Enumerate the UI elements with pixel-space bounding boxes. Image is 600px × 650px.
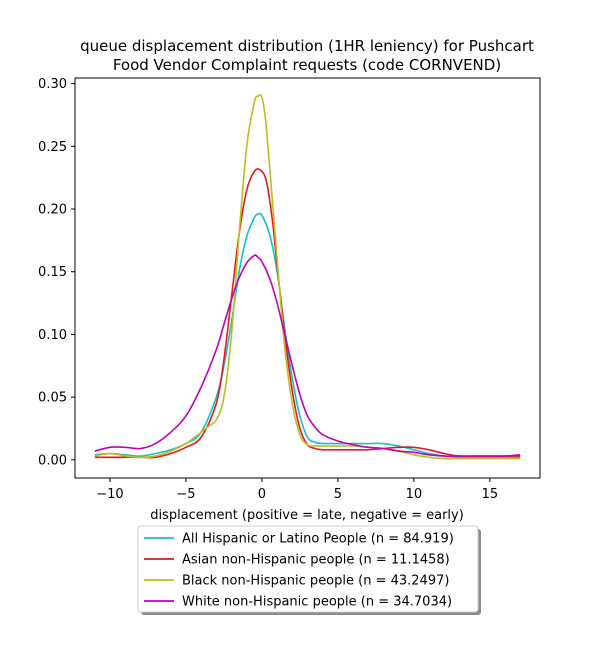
series-line-3 (94, 254, 521, 457)
y-tick-label: 0.30 (38, 77, 67, 92)
y-tick-label: 0.05 (38, 391, 67, 406)
series-layer (94, 94, 521, 460)
y-tick-label: 0.20 (38, 203, 67, 218)
plot-frame (74, 77, 541, 479)
series-line-0 (94, 212, 521, 459)
y-tick-label: 0.00 (38, 453, 67, 468)
x-tick-label: 0 (258, 487, 266, 502)
x-axis-ticks: −10 −5 0 5 10 15 (96, 478, 498, 502)
x-tick-label: 5 (334, 487, 342, 502)
chart-title-line-2: Food Vendor Complaint requests (code COR… (113, 56, 501, 74)
legend-label-2: Black non-Hispanic people (n = 43.2497) (182, 574, 449, 589)
plot-area: −10 −5 0 5 10 15 0.00 0.05 0.10 0.15 0.20 0.25 0.30 (38, 77, 541, 502)
legend-label-0: All Hispanic or Latino People (n = 84.91… (182, 532, 454, 547)
x-tick-label: −10 (96, 487, 123, 502)
legend-label-1: Asian non-Hispanic people (n = 11.1458) (182, 553, 450, 568)
legend-label-3: White non-Hispanic people (n = 34.7034) (182, 595, 452, 610)
legend: All Hispanic or Latino People (n = 84.91… (137, 525, 481, 615)
x-tick-label: 10 (406, 487, 423, 502)
y-tick-label: 0.25 (38, 140, 67, 155)
y-tick-label: 0.15 (38, 265, 67, 280)
legend-items: All Hispanic or Latino People (n = 84.91… (144, 532, 454, 610)
series-line-2 (94, 94, 521, 460)
y-tick-label: 0.10 (38, 328, 67, 343)
x-tick-label: −5 (176, 487, 195, 502)
x-tick-label: 15 (482, 487, 499, 502)
y-axis-ticks: 0.00 0.05 0.10 0.15 0.20 0.25 0.30 (38, 77, 75, 468)
legend-box (137, 525, 479, 613)
x-axis-label: displacement (positive = late, negative … (150, 508, 464, 523)
chart-title-line-1: queue displacement distribution (1HR len… (80, 37, 534, 55)
